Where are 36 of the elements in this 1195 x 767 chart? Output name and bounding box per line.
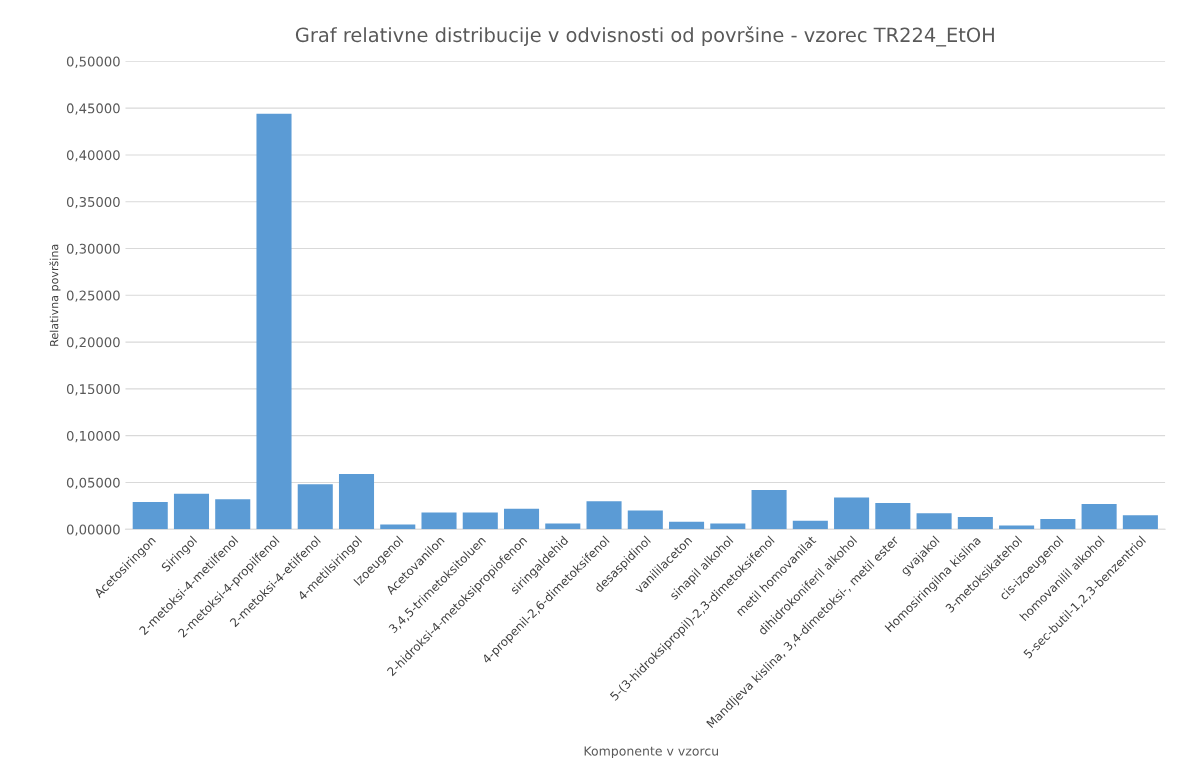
bar: [792, 520, 828, 530]
bar: [504, 508, 540, 530]
y-tick-label: 0,45000: [66, 103, 120, 115]
y-tick-label: 0,20000: [66, 337, 120, 349]
bar: [834, 497, 870, 530]
bar: [875, 503, 911, 530]
bar: [1122, 515, 1158, 530]
bar: [256, 113, 292, 530]
y-axis-title: Relativna površina: [49, 244, 61, 346]
bar: [215, 499, 251, 530]
y-tick-label: 0,30000: [66, 243, 120, 256]
y-tick-label: 0,10000: [66, 430, 120, 443]
x-axis-title: Komponente v vzorcu: [584, 746, 718, 759]
bar: [1040, 518, 1076, 530]
bar: [627, 510, 663, 530]
bar: [999, 525, 1035, 530]
bar: [751, 489, 787, 530]
bar: [297, 484, 333, 530]
bar: [462, 512, 498, 530]
bar: [957, 517, 993, 530]
y-tick-label: 0,50000: [66, 56, 120, 68]
y-tick-label: 0,40000: [66, 150, 120, 162]
bar: [916, 513, 952, 530]
bar: [421, 512, 457, 530]
bar: [173, 493, 210, 530]
bar: [669, 521, 705, 530]
bar: [586, 501, 622, 530]
bar: [132, 502, 168, 530]
chart-title: Graf relativne distribucije v odvisnosti od površine - vzorec TR224_EtOH: [295, 26, 994, 47]
y-tick-label: 0,00000: [66, 524, 120, 536]
bar: [1081, 503, 1117, 530]
y-tick-label: 0,25000: [66, 290, 120, 302]
bar: [338, 474, 375, 530]
y-tick-label: 0,05000: [66, 477, 120, 489]
y-tick-label: 0,15000: [66, 384, 120, 396]
y-tick-label: 0,35000: [66, 196, 120, 209]
